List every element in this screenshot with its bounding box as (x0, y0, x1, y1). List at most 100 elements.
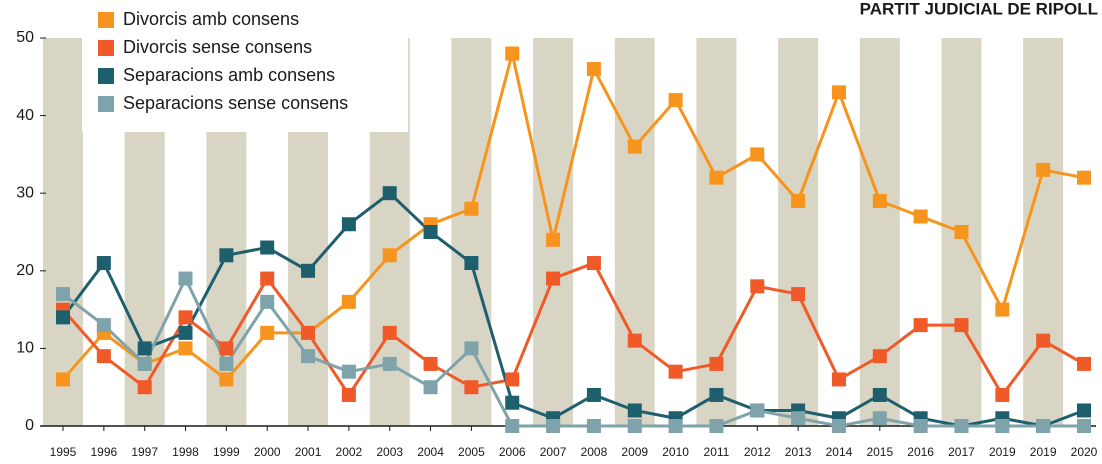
data-point (627, 333, 642, 348)
data-point (341, 294, 356, 309)
data-point (178, 325, 193, 340)
data-point (382, 325, 397, 340)
data-point (341, 364, 356, 379)
data-point (96, 256, 111, 271)
stripe (778, 38, 819, 426)
data-point (341, 387, 356, 402)
data-point (178, 271, 193, 286)
data-point (1077, 356, 1091, 371)
data-point (219, 248, 234, 263)
x-tick-label: 1995 (50, 445, 77, 459)
data-point (791, 287, 806, 302)
data-point (872, 387, 887, 402)
data-point (137, 356, 152, 371)
x-tick-label: 2008 (581, 445, 608, 459)
data-point (56, 310, 70, 325)
x-tick-label: 1998 (172, 445, 199, 459)
data-point (56, 372, 70, 387)
data-point (668, 364, 683, 379)
data-point (505, 395, 520, 410)
x-tick-label: 2020 (1071, 445, 1098, 459)
legend-marker (98, 96, 114, 112)
data-point (546, 419, 561, 433)
y-tick-label: 10 (16, 340, 34, 357)
data-point (586, 419, 601, 433)
data-point (913, 209, 928, 224)
x-tick-label: 2002 (336, 445, 363, 459)
x-tick-label: 2009 (621, 445, 648, 459)
x-tick-label: 2015 (866, 445, 893, 459)
x-tick-label: 2014 (826, 445, 853, 459)
y-tick-label: 20 (16, 262, 34, 279)
data-point (831, 419, 846, 433)
data-point (913, 419, 928, 433)
data-point (219, 341, 234, 356)
x-tick-label: 1997 (131, 445, 158, 459)
data-point (627, 419, 642, 433)
data-point (709, 419, 724, 433)
stripe (451, 38, 492, 426)
data-point (586, 62, 601, 77)
data-point (750, 403, 765, 418)
data-point (709, 356, 724, 371)
y-tick-label: 30 (16, 184, 34, 201)
data-point (260, 325, 275, 340)
x-tick-label: 2019 (989, 445, 1016, 459)
x-tick-label: 2010 (662, 445, 689, 459)
legend-label: Divorcis amb consens (123, 9, 299, 29)
x-tick-label: 2013 (785, 445, 812, 459)
data-point (1036, 419, 1051, 433)
x-tick-label: 1996 (90, 445, 117, 459)
stripe (614, 38, 655, 426)
data-point (1077, 403, 1091, 418)
stripe (43, 38, 83, 426)
data-point (668, 419, 683, 433)
data-point (464, 201, 479, 216)
data-point (1077, 419, 1091, 433)
data-point (791, 411, 806, 426)
y-tick-label: 40 (16, 107, 34, 124)
data-point (1036, 162, 1051, 177)
data-point (219, 372, 234, 387)
x-tick-label: 2001 (295, 445, 322, 459)
x-tick-label: 2016 (907, 445, 934, 459)
legend-marker (98, 68, 114, 84)
data-point (382, 248, 397, 263)
data-point (954, 419, 969, 433)
x-tick-label: 2003 (376, 445, 403, 459)
data-point (56, 287, 70, 302)
data-point (709, 170, 724, 185)
x-tick-label: 2012 (744, 445, 771, 459)
x-tick-label: 2004 (417, 445, 444, 459)
data-point (219, 356, 234, 371)
data-point (1077, 170, 1091, 185)
x-tick-label: 2006 (499, 445, 526, 459)
data-point (464, 256, 479, 271)
x-tick-label: 2011 (704, 445, 730, 459)
x-tick-label: 2005 (458, 445, 485, 459)
data-point (301, 325, 316, 340)
data-point (954, 318, 969, 333)
data-point (178, 341, 193, 356)
legend-box (82, 0, 408, 132)
data-point (995, 419, 1010, 433)
data-point (913, 318, 928, 333)
data-point (505, 46, 520, 61)
data-point (505, 372, 520, 387)
chart-title: PARTIT JUDICIAL DE RIPOLL (860, 0, 1098, 18)
data-point (382, 186, 397, 201)
x-tick-label: 1999 (213, 445, 240, 459)
data-point (505, 419, 520, 433)
data-point (627, 403, 642, 418)
data-point (872, 193, 887, 208)
data-point (260, 271, 275, 286)
data-point (137, 341, 152, 356)
data-point (423, 225, 438, 239)
legend-label: Separacions sense consens (123, 93, 348, 113)
x-tick-label: 2019 (1030, 445, 1057, 459)
data-point (954, 225, 969, 239)
data-point (995, 302, 1010, 317)
data-point (995, 387, 1010, 402)
data-point (872, 349, 887, 364)
